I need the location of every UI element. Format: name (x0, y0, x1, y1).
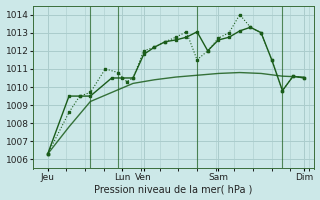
X-axis label: Pression niveau de la mer( hPa ): Pression niveau de la mer( hPa ) (94, 184, 253, 194)
